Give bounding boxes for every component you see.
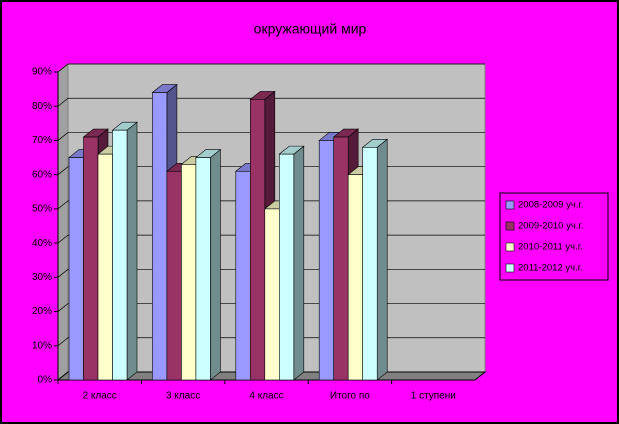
y-tick-label: 60%	[32, 169, 52, 180]
bar-front	[83, 136, 99, 381]
y-tick-label: 30%	[32, 272, 52, 283]
side-wall	[57, 62, 69, 382]
bar-front	[264, 208, 280, 381]
bar-front	[152, 92, 168, 381]
chart-title: окружающий мир	[254, 21, 367, 37]
legend-label: 2011-2012 уч.г.	[518, 263, 583, 274]
bar-front	[347, 174, 364, 381]
bar-front	[68, 157, 84, 381]
bar-front	[195, 157, 211, 381]
bar-front	[181, 164, 197, 381]
y-tick-label: 90%	[32, 67, 52, 78]
y-tick-label: 40%	[32, 238, 52, 249]
bar-front	[235, 170, 251, 381]
legend	[499, 192, 609, 281]
x-tick-label: 2 класс	[83, 391, 117, 402]
y-tick-label: 20%	[32, 306, 52, 317]
y-tick-label: 50%	[32, 204, 52, 215]
legend-label: 2009-2010 уч.г.	[518, 221, 583, 232]
bar-front	[318, 140, 335, 381]
legend-swatch	[505, 263, 515, 273]
bar-side	[293, 145, 305, 381]
bar	[361, 138, 389, 381]
legend-swatch	[505, 200, 515, 210]
bar-front	[278, 153, 295, 381]
legend-label: 2010-2011 уч.г.	[518, 242, 583, 253]
x-tick-label: Итого по	[330, 391, 370, 402]
bar-front	[112, 129, 128, 381]
bar-front	[333, 136, 349, 381]
grid-line	[57, 97, 485, 107]
bar-front	[97, 153, 113, 381]
bar-side	[126, 121, 138, 381]
grid-line	[57, 63, 485, 73]
x-tick-label: 1 ступени	[411, 391, 456, 402]
y-tick-label: 70%	[32, 135, 52, 146]
bar-side	[210, 148, 221, 381]
bar-front	[166, 170, 182, 381]
y-tick-label: 10%	[32, 340, 52, 351]
bar-front	[250, 99, 266, 381]
legend-swatch	[505, 221, 515, 231]
bar-front	[362, 146, 378, 381]
bar	[111, 121, 138, 381]
y-tick-label: 80%	[32, 101, 52, 112]
bar-side	[376, 138, 388, 381]
legend-swatch	[505, 242, 515, 252]
x-tick-label: 3 класс	[166, 391, 200, 402]
bar	[195, 148, 222, 381]
legend-label: 2008-2009 уч.г.	[518, 200, 583, 211]
bar	[278, 145, 305, 381]
x-tick-label: 4 класс	[249, 391, 283, 402]
y-tick-label: 0%	[38, 375, 53, 386]
